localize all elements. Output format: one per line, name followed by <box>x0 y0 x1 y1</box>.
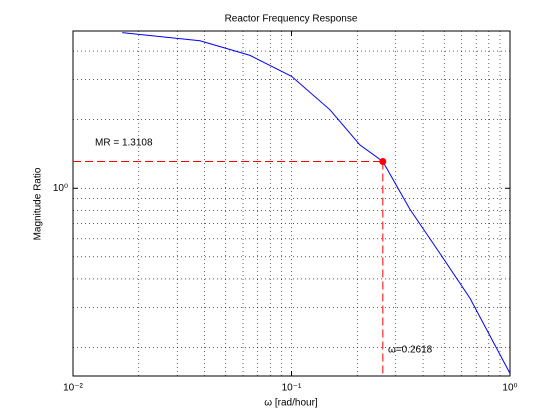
x-axis-label: ω [rad/hour] <box>264 398 318 409</box>
chart-title: Reactor Frequency Response <box>225 14 358 25</box>
x-tick-label: 10⁰ <box>502 383 517 394</box>
highlight-point <box>379 157 387 165</box>
curve <box>122 32 511 374</box>
annotation: ω=0.2618 <box>388 345 433 356</box>
annotation: MR = 1.3108 <box>95 138 153 149</box>
plot-frame <box>72 30 511 377</box>
x-tick-label: 10⁻¹ <box>282 383 302 394</box>
y-axis-label: Magnitude Ratio <box>33 167 44 240</box>
x-tick-label: 10⁻² <box>63 383 83 394</box>
y-tick-label: 10⁰ <box>53 183 68 194</box>
